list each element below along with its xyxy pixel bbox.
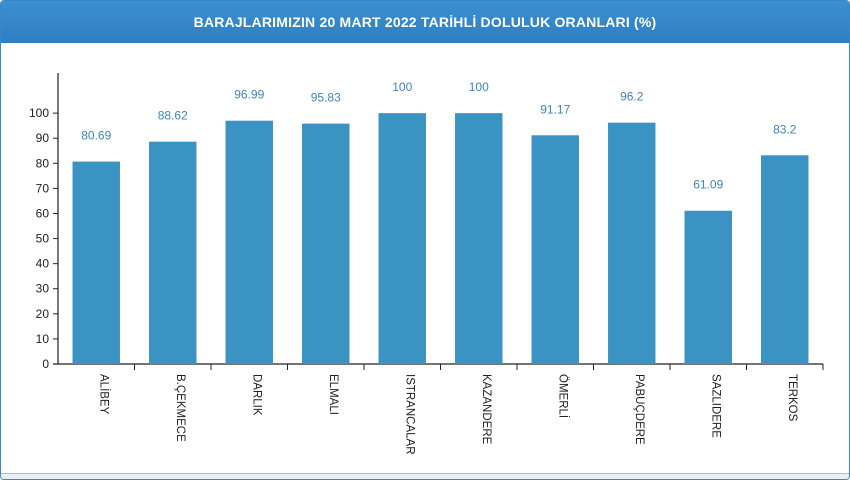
panel-footer	[1, 473, 849, 479]
chart-header: BARAJLARIMIZIN 20 MART 2022 TARİHLİ DOLU…	[1, 1, 849, 43]
x-category-label: KAZANDERE	[480, 374, 492, 445]
bar	[761, 155, 809, 364]
x-category-label: SAZLIDERE	[709, 374, 721, 438]
bar	[608, 122, 656, 365]
y-tick-label: 90	[36, 131, 50, 145]
x-category-label: PABUÇDERE	[633, 374, 645, 445]
x-category-label: ISTRANCALAR	[403, 374, 415, 455]
bar	[225, 120, 273, 365]
y-tick-label: 20	[36, 307, 50, 321]
y-tick-label: 60	[36, 206, 50, 220]
y-tick-label: 80	[36, 156, 50, 170]
bar	[302, 123, 350, 364]
data-label: 96.2	[620, 90, 644, 104]
data-label: 95.83	[311, 91, 341, 105]
x-category-label: ALİBEY	[97, 374, 110, 415]
x-category-label: B.ÇEKMECE	[174, 374, 186, 442]
bar-chart: 0 10 20 30 40 50 60 70 80 90 100 80.69 ALİBEY 88.62 B.…	[29, 73, 824, 455]
y-tick-label: 10	[36, 332, 50, 346]
y-tick-label: 50	[36, 232, 50, 246]
data-label: 96.99	[234, 88, 264, 102]
chart-title: BARAJLARIMIZIN 20 MART 2022 TARİHLİ DOLU…	[193, 14, 657, 30]
bar	[684, 210, 732, 364]
data-label: 100	[392, 80, 412, 94]
x-category-label: TERKOS	[786, 374, 798, 422]
bar	[455, 113, 503, 364]
y-tick-label: 70	[36, 181, 50, 195]
data-label: 61.09	[693, 178, 723, 192]
data-label: 100	[469, 80, 489, 94]
y-tick-label: 100	[29, 106, 49, 120]
data-label: 83.2	[773, 122, 797, 136]
y-tick-label: 0	[42, 357, 49, 371]
x-category-label: ELMALI	[327, 374, 339, 415]
y-tick-label: 30	[36, 282, 50, 296]
bar	[149, 141, 197, 364]
data-label: 88.62	[158, 109, 188, 123]
bar	[531, 135, 579, 364]
y-tick-label: 40	[36, 257, 50, 271]
x-category-label: DARLIK	[250, 374, 262, 416]
data-label: 91.17	[540, 102, 570, 116]
x-category-label: ÖMERLİ	[556, 374, 569, 418]
data-label: 80.69	[81, 129, 111, 143]
bar	[378, 113, 426, 364]
bar	[72, 161, 120, 364]
